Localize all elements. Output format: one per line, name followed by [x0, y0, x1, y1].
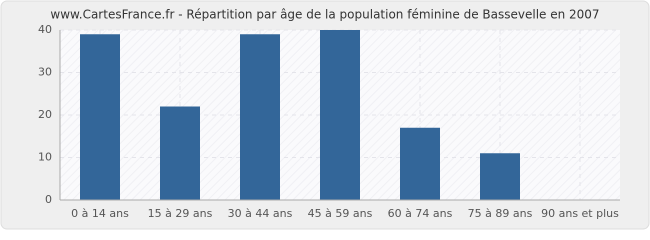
y-tick-label: 30	[38, 66, 52, 79]
y-tick-label: 0	[45, 193, 52, 206]
bar	[160, 106, 200, 200]
x-tick-label: 0 à 14 ans	[71, 207, 129, 220]
bar	[240, 34, 280, 200]
y-tick-label: 10	[38, 151, 52, 164]
x-tick-label: 75 à 89 ans	[468, 207, 533, 220]
bar	[320, 30, 360, 200]
bar	[80, 34, 120, 200]
x-tick-label: 90 ans et plus	[541, 207, 619, 220]
y-tick-label: 40	[38, 23, 52, 36]
bar	[480, 153, 520, 200]
y-tick-label: 20	[38, 108, 52, 121]
bar	[400, 127, 440, 200]
chart-title: www.CartesFrance.fr - Répartition par âg…	[50, 8, 599, 22]
x-tick-label: 60 à 74 ans	[388, 207, 453, 220]
chart: www.CartesFrance.fr - Répartition par âg…	[0, 0, 650, 230]
x-tick-label: 30 à 44 ans	[228, 207, 293, 220]
x-tick-label: 15 à 29 ans	[148, 207, 213, 220]
x-tick-label: 45 à 59 ans	[308, 207, 373, 220]
